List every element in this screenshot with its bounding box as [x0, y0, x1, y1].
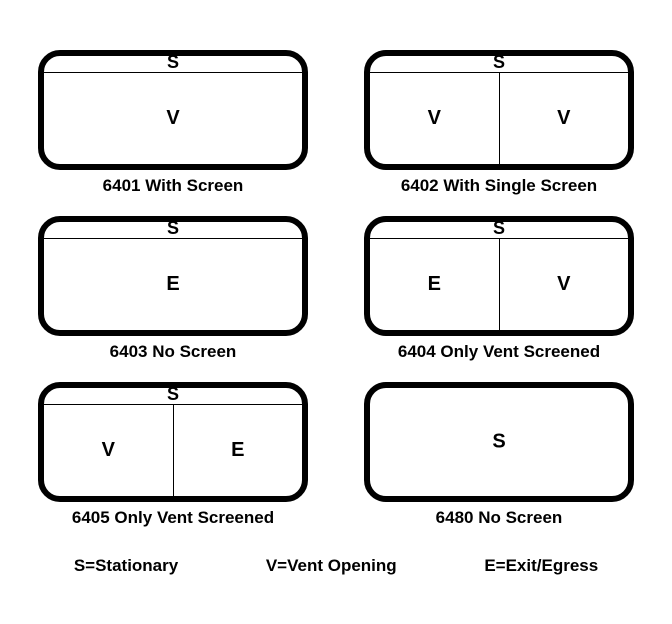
window-grid: S V 6401 With Screen S V V 6402 With Sin…: [30, 50, 642, 528]
window-6402-wrap: S V V 6402 With Single Screen: [356, 50, 642, 196]
caption-6402: 6402 With Single Screen: [401, 176, 597, 196]
window-6480: S: [364, 382, 634, 502]
panel-center: E: [44, 239, 302, 330]
main-area: V V: [370, 73, 628, 164]
window-6405-wrap: S V E 6405 Only Vent Screened: [30, 382, 316, 528]
caption-6405: 6405 Only Vent Screened: [72, 508, 274, 528]
legend-vent: V=Vent Opening: [266, 556, 397, 576]
window-6403-wrap: S E 6403 No Screen: [30, 216, 316, 362]
panel-center: V: [44, 73, 302, 164]
caption-6401: 6401 With Screen: [103, 176, 244, 196]
window-6480-wrap: S 6480 No Screen: [356, 382, 642, 528]
panel-right: V: [500, 239, 629, 330]
caption-6480: 6480 No Screen: [436, 508, 563, 528]
window-6405: S V E: [38, 382, 308, 502]
caption-6403: 6403 No Screen: [110, 342, 237, 362]
legend: S=Stationary V=Vent Opening E=Exit/Egres…: [30, 556, 642, 576]
window-6403: S E: [38, 216, 308, 336]
top-label: S: [167, 384, 179, 405]
top-label: S: [493, 52, 505, 73]
window-6404-wrap: S E V 6404 Only Vent Screened: [356, 216, 642, 362]
main-area: V E: [44, 405, 302, 496]
window-6404: S E V: [364, 216, 634, 336]
main-area: E V: [370, 239, 628, 330]
top-label: S: [167, 218, 179, 239]
panel-right: V: [500, 73, 629, 164]
legend-egress: E=Exit/Egress: [484, 556, 598, 576]
caption-6404: 6404 Only Vent Screened: [398, 342, 600, 362]
panel-left: V: [44, 405, 173, 496]
panel-left: V: [370, 73, 499, 164]
main-area: E: [44, 239, 302, 330]
legend-stationary: S=Stationary: [74, 556, 178, 576]
center-label: S: [492, 431, 505, 454]
window-6401: S V: [38, 50, 308, 170]
top-label: S: [167, 52, 179, 73]
panel-left: E: [370, 239, 499, 330]
window-6402: S V V: [364, 50, 634, 170]
window-6401-wrap: S V 6401 With Screen: [30, 50, 316, 196]
main-area: V: [44, 73, 302, 164]
top-label: S: [493, 218, 505, 239]
panel-right: E: [174, 405, 303, 496]
